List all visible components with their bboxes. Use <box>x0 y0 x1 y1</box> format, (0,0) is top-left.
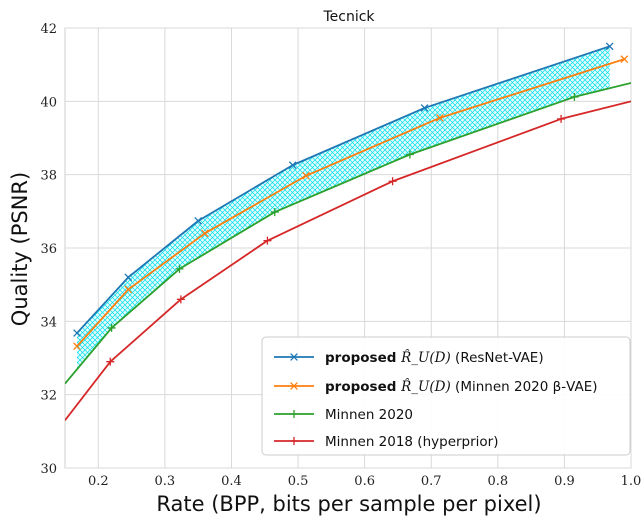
data-point-proposed_resnet <box>420 104 429 112</box>
shaded-band-hatch <box>76 46 610 370</box>
x-tick-label: 0.6 <box>354 474 375 489</box>
legend-entry-proposed_resnet: proposed R̂_U(D) (ResNet-VAE) <box>274 350 544 366</box>
y-axis-ticks: 30 32 34 36 38 40 42 <box>40 22 57 477</box>
legend-label: proposed R̂_U(D) (Minnen 2020 β-VAE) <box>325 379 598 395</box>
x-tick-label: 1.0 <box>621 474 642 489</box>
data-point-proposed_minnen <box>124 285 133 294</box>
legend-marker <box>290 382 298 390</box>
x-tick-label: 0.2 <box>88 474 109 489</box>
legend-box <box>261 336 631 456</box>
data-point-proposed_resnet <box>73 329 81 337</box>
data-point-proposed_minnen <box>436 113 444 122</box>
x-tick-label: 0.4 <box>221 474 242 489</box>
data-point-minnen2018 <box>557 114 566 123</box>
x-axis-title: Rate (BPP, bits per sample per pixel) <box>156 492 541 516</box>
legend-entry-minnen2018: Minnen 2018 (hyperprior) <box>274 434 499 450</box>
y-tick-label: 34 <box>40 315 57 330</box>
legend-label: Minnen 2020 <box>325 407 413 423</box>
data-point-proposed_minnen <box>302 171 310 180</box>
y-tick-label: 36 <box>40 242 57 257</box>
y-axis-title: Quality (PSNR) <box>8 172 32 326</box>
series-line-proposed_resnet <box>76 45 610 334</box>
legend-label: proposed R̂_U(D) (ResNet-VAE) <box>325 350 544 366</box>
data-point-proposed_minnen <box>200 229 209 238</box>
data-point-proposed_resnet <box>124 273 133 282</box>
y-tick-label: 42 <box>40 22 57 37</box>
marker-layer <box>73 42 629 366</box>
data-point-minnen2020 <box>270 208 279 217</box>
legend: proposed R̂_U(D) (ResNet-VAE) proposed R̂… <box>261 336 631 456</box>
x-tick-label: 0.3 <box>155 474 176 489</box>
legend-label: Minnen 2018 (hyperprior) <box>325 434 499 450</box>
series-line-proposed_minnen <box>76 58 625 347</box>
y-tick-label: 30 <box>40 462 57 477</box>
y-tick-label: 32 <box>40 389 57 404</box>
x-tick-label: 0.7 <box>421 474 442 489</box>
legend-marker <box>290 353 298 361</box>
data-point-minnen2020 <box>570 92 579 101</box>
x-tick-label: 0.8 <box>487 474 508 489</box>
chart-title: Tecnick <box>322 9 375 25</box>
shaded-region <box>76 46 610 370</box>
data-point-minnen2020 <box>405 150 414 159</box>
legend-entry-proposed_minnen: proposed R̂_U(D) (Minnen 2020 β-VAE) <box>274 379 598 395</box>
legend-entry-minnen2020: Minnen 2020 <box>274 407 413 423</box>
data-point-proposed_minnen <box>620 55 629 64</box>
data-point-minnen2018 <box>388 177 397 186</box>
data-point-minnen2018 <box>263 236 272 245</box>
legend-marker <box>290 410 298 418</box>
x-tick-label: 0.5 <box>288 474 309 489</box>
data-point-proposed_minnen <box>73 342 81 351</box>
data-point-proposed_resnet <box>194 217 203 225</box>
legend-marker <box>290 437 298 445</box>
y-tick-label: 38 <box>40 169 57 184</box>
data-point-minnen2018 <box>106 357 115 366</box>
data-point-proposed_resnet <box>288 161 297 169</box>
data-point-minnen2018 <box>176 295 185 304</box>
data-point-proposed_resnet <box>605 42 614 51</box>
y-tick-label: 40 <box>40 95 57 110</box>
data-point-minnen2020 <box>107 323 116 332</box>
data-point-minnen2020 <box>175 264 184 273</box>
x-axis-ticks: 0.2 0.3 0.4 0.5 0.6 0.7 0.8 0.9 1.0 <box>88 474 641 489</box>
x-tick-label: 0.9 <box>554 474 575 489</box>
